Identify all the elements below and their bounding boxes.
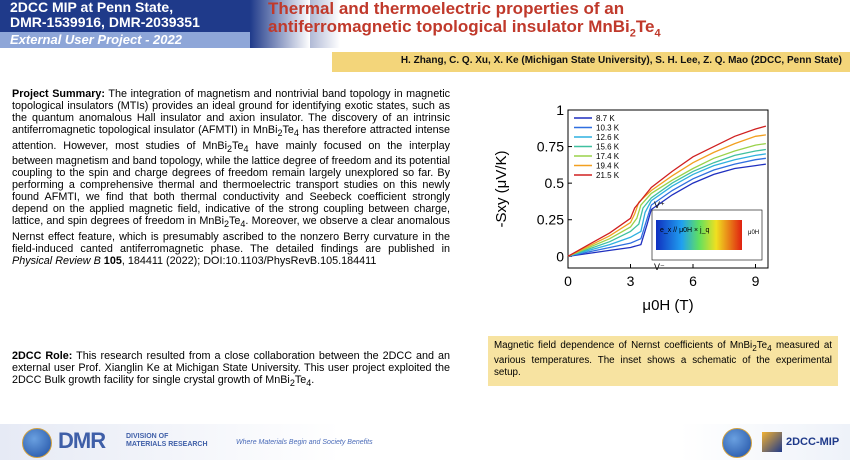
summary-text: The integration of magnetism and nontriv… <box>12 88 450 137</box>
header-grant-numbers: DMR-1539916, DMR-2039351 <box>10 14 200 30</box>
dmr-logo: DMR <box>58 428 106 453</box>
series-line <box>567 163 766 257</box>
dmr-sub-line: MATERIALS RESEARCH <box>126 441 208 448</box>
caption-text: measured at various temperatures. The in… <box>494 340 832 378</box>
x-tick-label: 6 <box>689 273 697 289</box>
inset-label: e_x // μ0H × j_q <box>660 227 709 234</box>
authors: H. Zhang, C. Q. Xu, X. Ke (Michigan Stat… <box>400 55 842 66</box>
legend-label: 10.3 K <box>596 124 620 133</box>
series-line <box>567 142 766 257</box>
project-summary: Project Summary: The integration of magn… <box>12 88 450 267</box>
series-line <box>567 153 766 257</box>
y-tick-label: 0.25 <box>537 212 564 228</box>
journal-name: Physical Review B <box>12 254 101 267</box>
inset-gradient-bar <box>656 220 742 250</box>
header-gradient <box>250 0 310 48</box>
header-project-type: External User Project - 2022 <box>0 32 260 48</box>
subscript: 4 <box>293 128 299 139</box>
role-text: This research resulted from a close coll… <box>12 350 450 387</box>
mip-logo-icon <box>762 432 782 452</box>
nsf-logo-icon <box>22 428 52 458</box>
plot-frame <box>567 109 769 269</box>
inset-v-top: V⁺ <box>654 200 665 210</box>
legend-label: 8.7 K <box>596 114 615 123</box>
series-line <box>567 148 766 257</box>
series-line <box>567 157 766 257</box>
caption-text: Magnetic field dependence of Nernst coef… <box>494 340 753 351</box>
summary-text-te: Te <box>282 124 294 137</box>
inset-v-bottom: V⁻ <box>654 262 665 272</box>
title-subscript: 2 <box>629 27 636 40</box>
caption-te: Te <box>756 340 768 351</box>
nernst-chart: 0 0.25 0.5 0.75 1 0 3 6 9 μ0H (T) -Sxy (μV/K) 8.7 K… <box>493 102 769 314</box>
legend-label: 12.6 K <box>596 133 620 142</box>
x-axis-label: μ0H (T) <box>642 297 693 314</box>
x-tick-label: 0 <box>564 273 572 289</box>
summary-text-te: Te <box>229 215 241 228</box>
title-text-te: Te <box>635 17 655 36</box>
subscript: 2 <box>223 219 229 230</box>
subscript: 4 <box>243 143 249 154</box>
header-institution: 2DCC MIP at Penn State, <box>10 0 174 15</box>
subscript: 2 <box>227 143 233 154</box>
summary-text: . Moreover, we observe a clear anomalous… <box>12 215 450 255</box>
y-tick-label: 0 <box>556 248 564 264</box>
mip-label: 2DCC-MIP <box>786 436 840 448</box>
header-left-panel: 2DCC MIP at Penn State, DMR-1539916, DMR… <box>0 0 260 48</box>
inset-field-label: μ0H <box>748 230 759 236</box>
legend-label: 19.4 K <box>596 162 620 171</box>
summary-text: has therefore attracted intense attentio… <box>12 124 450 152</box>
footer-tagline: Where Materials Begin and Society Benefi… <box>236 439 373 446</box>
role-text-te: Te <box>294 374 307 387</box>
subscript: 4 <box>240 219 246 230</box>
summary-doi: , 184411 (2022); DOI:10.1103/PhysRevB.10… <box>121 254 377 267</box>
journal-volume: 105 <box>100 254 122 267</box>
subscript: 4 <box>767 343 772 353</box>
legend-label: 17.4 K <box>596 152 620 161</box>
title-subscript: 4 <box>654 27 661 40</box>
legend-label: 21.5 K <box>596 171 620 180</box>
caption-box: Magnetic field dependence of Nernst coef… <box>488 336 838 386</box>
series-line <box>567 125 767 257</box>
title-line-2: antiferromagnetic topological insulator … <box>268 18 828 42</box>
y-tick-label: 0.75 <box>537 139 564 155</box>
summary-text-te: Te <box>232 139 244 152</box>
x-tick-label: 3 <box>627 273 635 289</box>
legend-label: 15.6 K <box>596 143 620 152</box>
title-line-1: Thermal and thermoelectric properties of… <box>268 0 625 18</box>
role-heading: 2DCC Role: <box>12 350 73 362</box>
y-tick-label: 0.5 <box>545 175 565 191</box>
dmr-sub-line: DIVISION OF <box>126 433 169 440</box>
figure-caption: Magnetic field dependence of Nernst coef… <box>494 340 832 379</box>
nsf-logo-right-icon <box>722 428 752 458</box>
role-end: . <box>311 374 315 387</box>
role-section: 2DCC Role: This research resulted from a… <box>12 350 450 389</box>
dmr-subtitle: DIVISION OF MATERIALS RESEARCH <box>126 433 208 449</box>
title-text: antiferromagnetic topological insulator … <box>268 17 630 36</box>
y-tick-label: 1 <box>556 102 564 118</box>
subscript: 2 <box>752 343 757 353</box>
subscript: 2 <box>289 378 295 389</box>
header-bar: 2DCC MIP at Penn State, DMR-1539916, DMR… <box>0 0 850 48</box>
footer: DMR DIVISION OF MATERIALS RESEARCH Where … <box>0 424 850 460</box>
series-line <box>567 134 766 257</box>
subscript: 2 <box>277 128 283 139</box>
x-tick-label: 9 <box>752 273 760 289</box>
summary-text: have mainly focused on the interplay bet… <box>12 139 450 228</box>
page-title: Thermal and thermoelectric properties of… <box>268 0 828 42</box>
subscript: 4 <box>306 378 312 389</box>
y-axis-label: -Sxy (μV/K) <box>493 151 510 228</box>
authors-bar: H. Zhang, C. Q. Xu, X. Ke (Michigan Stat… <box>332 52 850 72</box>
summary-heading: Project Summary: <box>12 88 106 100</box>
